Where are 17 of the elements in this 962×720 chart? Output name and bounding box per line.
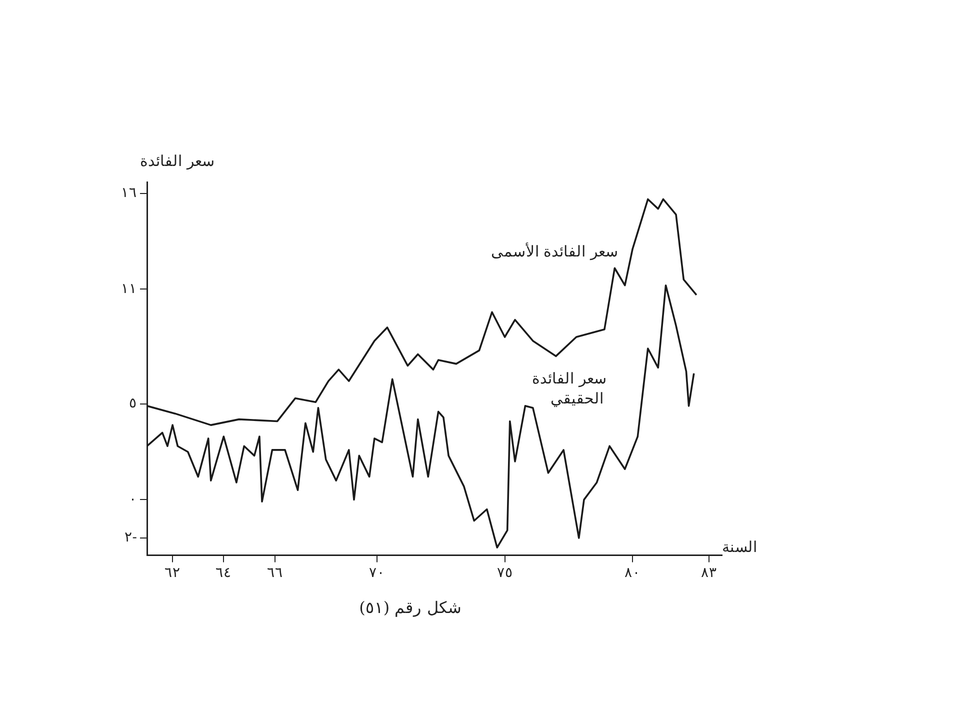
- x-tick-label: ٧٥: [496, 565, 513, 582]
- y-tick-label: ٢-: [124, 530, 138, 546]
- x-axis-title: السنة: [722, 538, 757, 556]
- text: شكل رقم (٥١): [358, 598, 462, 617]
- x-tick-label: ٦٤: [216, 565, 232, 582]
- y-tick-label: ٠: [129, 491, 137, 508]
- y-tick-label: ١١: [121, 280, 137, 297]
- y-tick-label: ٥: [129, 396, 137, 412]
- series-label: سعر الفائدة الحقيقي: [532, 370, 607, 408]
- x-tick-label: ٦٢: [164, 565, 181, 582]
- series-label: سعر الفائدة الأسمى: [490, 242, 618, 261]
- y-tick-label: ١٦: [121, 185, 137, 202]
- x-tick-label: ٨٠: [624, 565, 641, 582]
- x-tick-label: ٦٦: [266, 565, 283, 582]
- x-tick-label: ٨٣: [701, 565, 718, 582]
- x-tick-label: ٧٠: [369, 565, 385, 582]
- y-axis-title: سعر الفائدة: [140, 152, 215, 170]
